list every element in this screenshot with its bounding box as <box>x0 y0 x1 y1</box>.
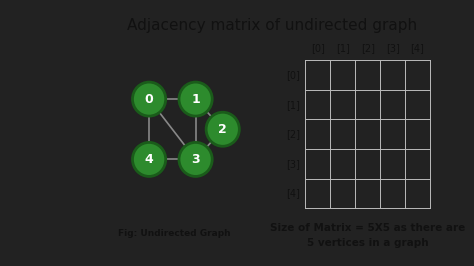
Text: [1]: [1] <box>336 43 350 53</box>
Text: [2]: [2] <box>361 43 375 53</box>
Text: 0: 0 <box>145 93 154 106</box>
Text: Fig: Undirected Graph: Fig: Undirected Graph <box>118 228 230 238</box>
Text: 3: 3 <box>191 153 200 166</box>
Text: 2: 2 <box>219 123 227 136</box>
Text: [0]: [0] <box>286 70 300 80</box>
Text: 1: 1 <box>191 93 200 106</box>
Ellipse shape <box>132 82 166 116</box>
Text: Size of Matrix = 5X5 as there are: Size of Matrix = 5X5 as there are <box>270 223 465 233</box>
Ellipse shape <box>132 142 166 176</box>
Text: [2]: [2] <box>286 129 300 139</box>
Text: Adjacency matrix of undirected graph: Adjacency matrix of undirected graph <box>128 18 418 33</box>
Text: [4]: [4] <box>286 188 300 198</box>
Text: [1]: [1] <box>286 100 300 110</box>
Text: 4: 4 <box>145 153 154 166</box>
Text: 5 vertices in a graph: 5 vertices in a graph <box>307 238 428 248</box>
Ellipse shape <box>179 82 212 116</box>
Text: [3]: [3] <box>286 159 300 169</box>
Text: [4]: [4] <box>410 43 425 53</box>
Ellipse shape <box>206 112 239 146</box>
Ellipse shape <box>179 142 212 176</box>
Text: [3]: [3] <box>386 43 400 53</box>
Text: [0]: [0] <box>311 43 325 53</box>
